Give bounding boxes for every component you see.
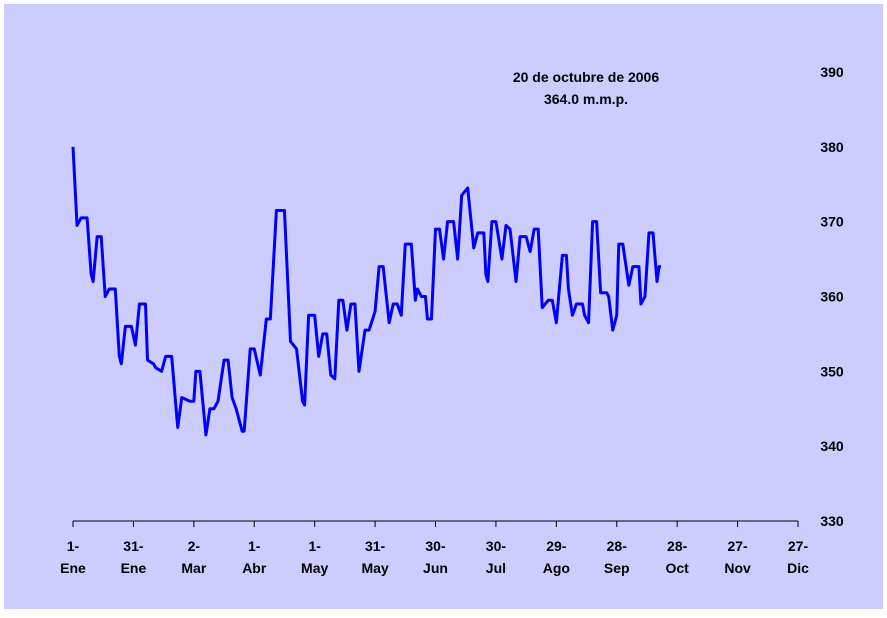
y-tick-label: 350 bbox=[820, 363, 844, 379]
tick-label-line: Jul bbox=[486, 560, 506, 576]
tick-label-line: 27- bbox=[788, 538, 809, 554]
tick-label-line: 1- bbox=[248, 538, 261, 554]
annotation: 20 de octubre de 2006 bbox=[513, 69, 660, 85]
tick-label-line: Nov bbox=[724, 560, 751, 576]
x-tick-label: 28- Sep bbox=[604, 538, 630, 576]
tick-label-line: 1- bbox=[67, 538, 80, 554]
tick-label-line: Mar bbox=[181, 560, 206, 576]
x-tick-label: 1- Abr bbox=[242, 538, 267, 576]
y-tick-label: 360 bbox=[820, 289, 844, 305]
tick-label-line: Ene bbox=[121, 560, 147, 576]
y-tick-label: 330 bbox=[820, 513, 844, 529]
tick-label-line: Jun bbox=[423, 560, 448, 576]
x-tick-label: 30- Jul bbox=[486, 538, 507, 576]
x-tick-label: 30- Jun bbox=[423, 538, 448, 576]
y-tick-label: 340 bbox=[820, 438, 844, 454]
y-tick-label: 380 bbox=[820, 139, 844, 155]
tick-label-line: Abr bbox=[242, 560, 267, 576]
tick-label-line: 29- bbox=[546, 538, 567, 554]
tick-label-line: 28- bbox=[607, 538, 628, 554]
tick-label-line: 2- bbox=[188, 538, 201, 554]
tick-label-line: Ene bbox=[60, 560, 86, 576]
annotation: 364.0 m.m.p. bbox=[544, 91, 628, 107]
tick-label-line: 31- bbox=[123, 538, 144, 554]
x-tick-label: 31- May bbox=[361, 538, 388, 576]
tick-label-line: May bbox=[361, 560, 388, 576]
x-tick-label: 2- Mar bbox=[181, 538, 206, 576]
x-tick-label: 31- Ene bbox=[121, 538, 147, 576]
x-tick-label: 1- Ene bbox=[60, 538, 86, 576]
tick-label-line: 30- bbox=[486, 538, 507, 554]
tick-label-line: 27- bbox=[727, 538, 748, 554]
data-line bbox=[71, 146, 662, 437]
y-tick-label: 370 bbox=[820, 214, 844, 230]
tick-label-line: Dic bbox=[787, 560, 809, 576]
tick-label-line: May bbox=[301, 560, 328, 576]
tick-label-line: 31- bbox=[365, 538, 386, 554]
x-tick-label: 28- Oct bbox=[665, 538, 689, 576]
tick-label-line: Sep bbox=[604, 560, 630, 576]
tick-label-line: Ago bbox=[543, 560, 570, 576]
y-tick-label: 390 bbox=[820, 64, 844, 80]
x-tick-label: 29- Ago bbox=[543, 538, 570, 576]
background bbox=[4, 4, 883, 609]
x-tick-label: 27- Nov bbox=[724, 538, 751, 576]
tick-label-line: 1- bbox=[308, 538, 321, 554]
tick-label-line: 30- bbox=[425, 538, 446, 554]
tick-label-line: 28- bbox=[667, 538, 688, 554]
x-tick-label: 27- Dic bbox=[787, 538, 809, 576]
x-tick-label: 1- May bbox=[301, 538, 328, 576]
tick-label-line: Oct bbox=[665, 560, 689, 576]
